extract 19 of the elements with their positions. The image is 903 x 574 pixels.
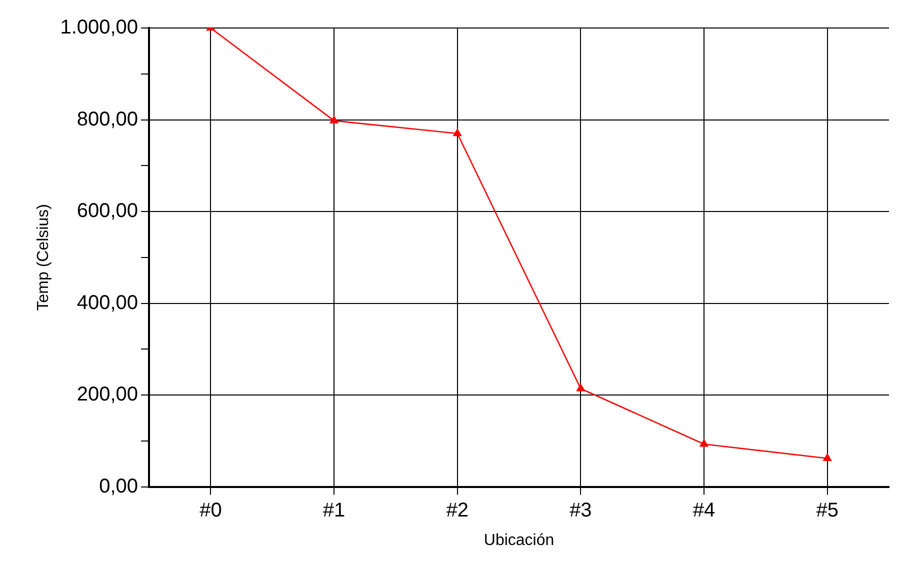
point bbox=[700, 439, 708, 447]
x-tick-label: #1 bbox=[322, 499, 346, 522]
point bbox=[453, 128, 462, 136]
point bbox=[330, 116, 338, 124]
y-axis-title: Temp (Celsius) bbox=[35, 204, 52, 311]
y-tick-label: 200,00 bbox=[76, 384, 138, 406]
x-tick-label: #2 bbox=[446, 499, 468, 522]
point bbox=[823, 454, 832, 462]
point bbox=[576, 384, 585, 392]
y-tick-label: 0,00 bbox=[99, 475, 138, 498]
x-tick-label: #3 bbox=[570, 499, 592, 522]
y-tick-label: 400,00 bbox=[76, 292, 138, 314]
y-tick-label: 600,00 bbox=[76, 200, 138, 222]
x-tick-label: #0 bbox=[200, 499, 222, 522]
x-tick-label: #5 bbox=[816, 499, 838, 522]
y-tick-label: 800,00 bbox=[76, 108, 138, 130]
y-tick-label: 1.000,00 bbox=[60, 16, 138, 39]
x-axis-title: Ubicación bbox=[484, 532, 554, 549]
x-tick-label: #4 bbox=[692, 499, 716, 522]
